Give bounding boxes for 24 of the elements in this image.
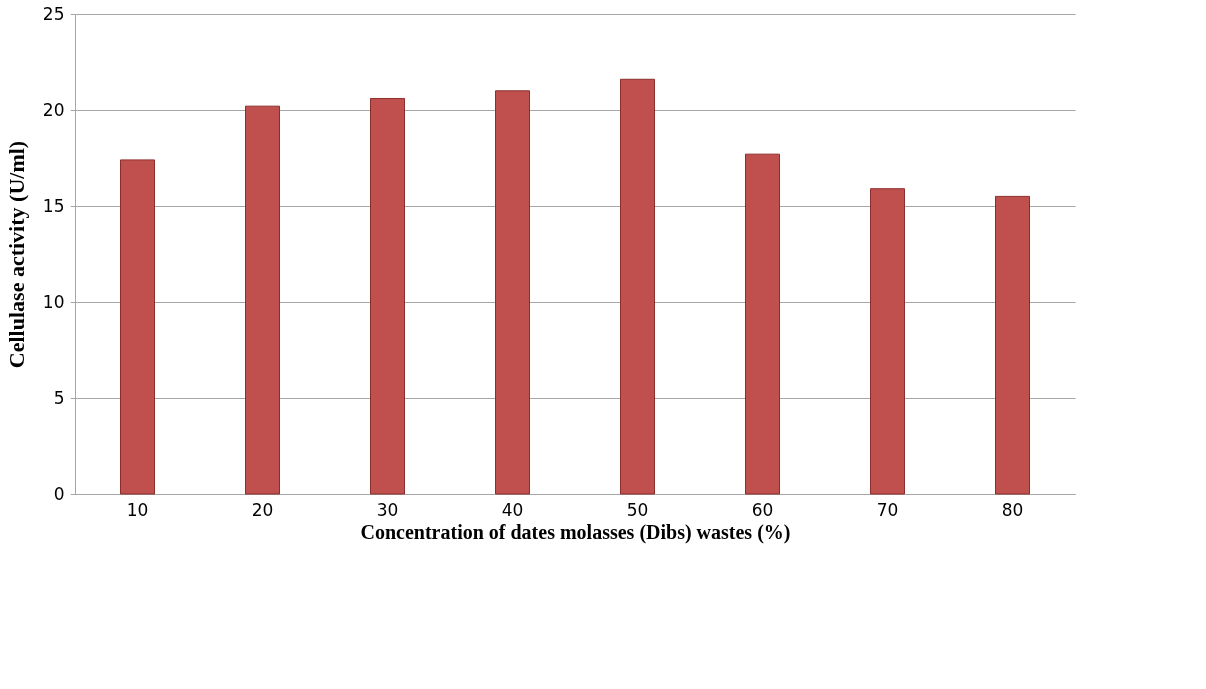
y-tick-label: 15 xyxy=(42,195,65,216)
x-tick-label: 80 xyxy=(1001,499,1024,520)
x-tick-label: 70 xyxy=(876,499,899,520)
bar xyxy=(120,159,155,495)
y-tick-label: 10 xyxy=(42,291,65,312)
x-tick-label: 60 xyxy=(751,499,774,520)
x-axis-title: Concentration of dates molasses (Dibs) wastes (%) xyxy=(360,520,791,544)
bar xyxy=(995,195,1030,495)
bar xyxy=(870,188,905,495)
bar xyxy=(620,78,655,495)
x-tick-label: 10 xyxy=(126,499,149,520)
bar xyxy=(245,105,280,495)
y-tick-label: 25 xyxy=(42,3,65,24)
y-tick-label: 5 xyxy=(53,387,65,408)
x-tick-label: 50 xyxy=(626,499,649,520)
y-tick-label: 0 xyxy=(53,483,65,504)
bar xyxy=(370,97,405,495)
bar xyxy=(495,90,530,495)
x-tick-label: 30 xyxy=(376,499,399,520)
bar xyxy=(745,153,780,495)
x-tick-label: 20 xyxy=(251,499,274,520)
x-tick-label: 40 xyxy=(501,499,524,520)
y-axis-title: Cellulase activity (U/ml) xyxy=(3,140,29,369)
y-tick-label: 20 xyxy=(42,99,65,120)
